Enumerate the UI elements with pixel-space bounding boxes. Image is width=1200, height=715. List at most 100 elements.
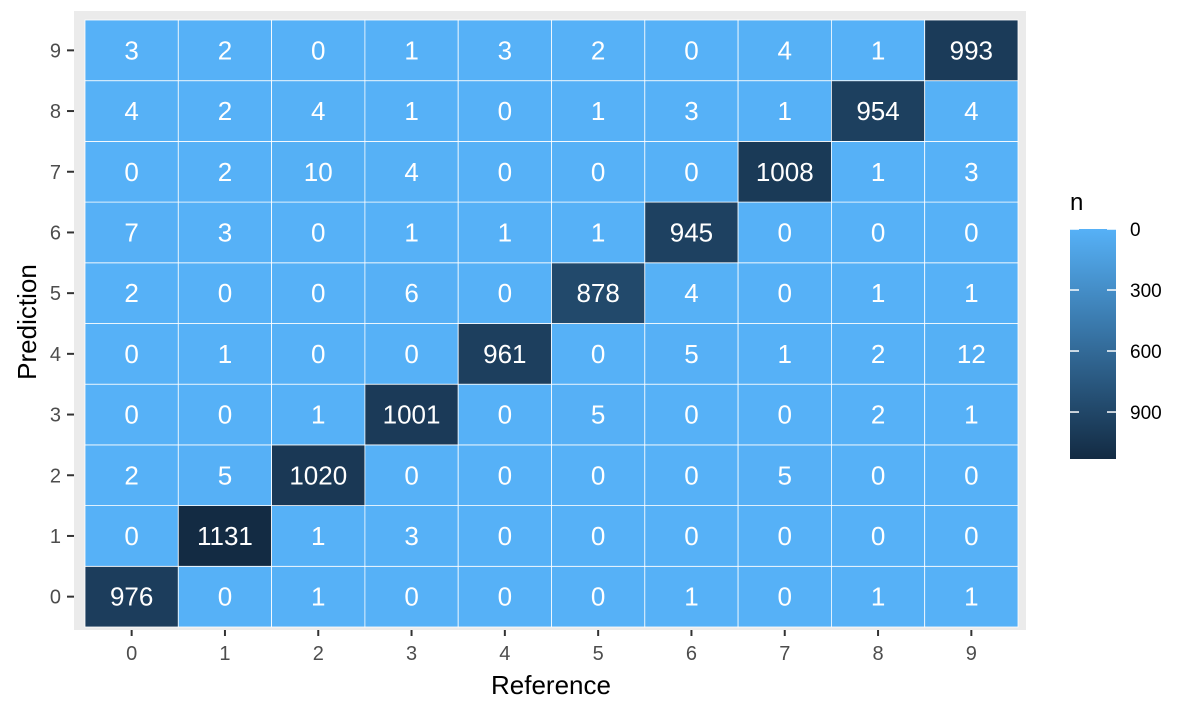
cell-value-label: 2 [871,339,885,369]
cell-value-label: 0 [778,278,792,308]
heatmap-cell [924,19,1019,82]
cell-value-label: 0 [778,521,792,551]
heatmap-cell [457,565,552,628]
heatmap-cell [364,140,459,203]
legend-tick-label: 0 [1130,220,1141,241]
heatmap-cell [177,140,273,203]
heatmap-cell [271,140,366,203]
heatmap-cell [457,262,552,324]
cell-value-label: 0 [124,339,138,369]
cell-value-label: 0 [311,278,325,308]
cell-value-label: 0 [871,521,885,551]
heatmap-cell [84,19,179,82]
cell-value-label: 0 [311,339,325,369]
cell-value-label: 0 [218,582,232,612]
x-tick-label: 6 [686,643,697,665]
x-tick-label: 4 [499,643,510,665]
cell-value-label: 0 [404,339,418,369]
y-tick-label: 4 [50,344,61,366]
legend-colorbar [1070,229,1116,459]
cell-value-label: 0 [124,521,138,551]
cell-value-label: 5 [218,460,232,490]
cell-value-label: 0 [498,400,512,430]
heatmap-cell [644,383,739,446]
cell-value-label: 993 [950,35,993,65]
cell-value-label: 1 [311,521,325,551]
cell-value-label: 0 [218,278,232,308]
x-axis-ticks: 0 1 2 3 4 5 6 7 8 9 [126,630,977,665]
cell-value-label: 0 [404,582,418,612]
heatmap-cell [177,262,273,324]
heatmap-cell [737,565,832,628]
heatmap-cell [831,140,926,203]
cell-value-label: 3 [964,157,978,187]
cell-value-label: 0 [871,460,885,490]
x-tick-label: 8 [872,643,883,665]
color-legend: n 0 300 600 900 [1070,189,1162,459]
heatmap-cell [737,201,832,264]
y-axis-ticks: 0 1 2 3 4 5 6 7 8 9 [50,40,74,609]
cell-value-label: 0 [964,217,978,247]
x-tick-label: 7 [779,643,790,665]
cell-value-label: 1 [311,582,325,612]
legend-title: n [1070,189,1083,216]
cell-value-label: 1 [404,35,418,65]
heatmap-cell [737,140,832,203]
heatmap-cell [177,80,273,142]
cell-value-label: 0 [778,582,792,612]
cell-value-label: 0 [498,157,512,187]
cell-value-label: 2 [218,96,232,126]
cell-value-label: 1008 [756,157,814,187]
heatmap-cell [177,323,273,385]
cell-value-label: 0 [498,96,512,126]
heatmap-cell [457,383,552,446]
cell-value-label: 1 [871,157,885,187]
heatmap-cell [551,262,646,324]
heatmap-cell [924,262,1019,324]
y-tick-label: 6 [50,222,61,244]
y-tick-label: 0 [50,587,61,609]
cell-value-label: 3 [498,35,512,65]
heatmap-cells [84,19,1019,628]
cell-value-label: 1 [778,339,792,369]
legend-tick-label: 900 [1130,403,1162,424]
cell-value-label: 2 [871,400,885,430]
heatmap-cell [84,565,179,628]
heatmap-cell [84,444,179,506]
heatmap-cell [737,383,832,446]
cell-value-label: 1 [311,400,325,430]
cell-value-label: 1 [404,96,418,126]
x-tick-label: 5 [593,643,604,665]
cell-value-label: 1 [218,339,232,369]
heatmap-cell [644,140,739,203]
cell-value-label: 7 [124,217,138,247]
heatmap-cell [177,201,273,264]
y-tick-label: 5 [50,283,61,305]
cell-value-label: 5 [684,339,698,369]
heatmap-cell [271,201,366,264]
cell-value-label: 0 [591,339,605,369]
heatmap-cell [737,19,832,82]
heatmap-cell [84,505,179,567]
heatmap-cell [364,323,459,385]
cell-value-label: 2 [591,35,605,65]
x-tick-label: 0 [126,643,137,665]
cell-value-label: 0 [684,157,698,187]
cell-value-label: 4 [964,96,978,126]
heatmap-cell [364,80,459,142]
cell-value-label: 961 [483,339,526,369]
cell-value-label: 0 [591,521,605,551]
heatmap-cell [551,140,646,203]
cell-value-label: 1 [871,278,885,308]
heatmap-cell [271,444,366,506]
y-tick-label: 2 [50,465,61,487]
cell-value-label: 0 [498,521,512,551]
cell-value-label: 0 [498,278,512,308]
heatmap-cell [644,262,739,324]
y-tick-label: 1 [50,526,61,548]
heatmap-cell [551,444,646,506]
cell-value-label: 3 [218,217,232,247]
heatmap-cell [831,19,926,82]
cell-value-label: 5 [591,400,605,430]
heatmap-cell [924,323,1019,385]
